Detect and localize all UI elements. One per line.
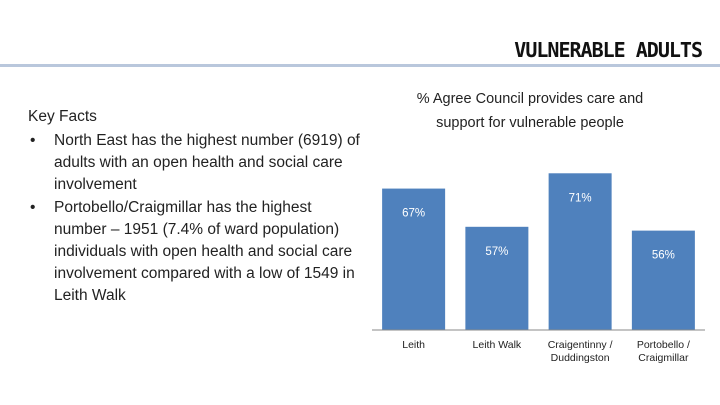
chart-title-line: % Agree Council provides care and [417, 91, 644, 107]
data-label: 57% [485, 246, 508, 258]
bar [382, 188, 446, 330]
page-title: VULNERABLE ADULTS [514, 38, 703, 62]
x-tick-label: Portobello / [637, 339, 690, 351]
key-fact-item: • North East has the highest number (691… [28, 130, 368, 196]
data-label: 67% [402, 208, 425, 220]
bar [631, 230, 695, 330]
key-facts-list: • North East has the highest number (691… [28, 130, 368, 307]
bar [548, 173, 612, 330]
key-fact-text: Portobello/Craigmillar has the highest n… [54, 199, 355, 304]
header-divider [0, 64, 720, 67]
agree-care-bar-chart: % Agree Council provides care and support… [372, 91, 705, 364]
bar [465, 226, 529, 330]
key-facts-heading: Key Facts [28, 108, 97, 125]
x-tick-label: Craigmillar [638, 352, 689, 364]
data-label: 56% [652, 250, 675, 262]
bullet-icon: • [30, 199, 36, 216]
x-tick-label: Leith [402, 339, 425, 351]
key-fact-item: • Portobello/Craigmillar has the highest… [28, 197, 368, 307]
bullet-icon: • [30, 132, 36, 149]
data-label: 71% [569, 192, 592, 204]
chart-title-line: support for vulnerable people [436, 115, 624, 131]
x-tick-label: Duddingston [551, 352, 610, 364]
key-fact-text: North East has the highest number (6919)… [54, 132, 360, 193]
key-facts-panel: Key Facts • North East has the highest n… [28, 106, 368, 308]
x-tick-label: Leith Walk [473, 339, 522, 351]
x-tick-label: Craigentinny / [548, 339, 613, 351]
